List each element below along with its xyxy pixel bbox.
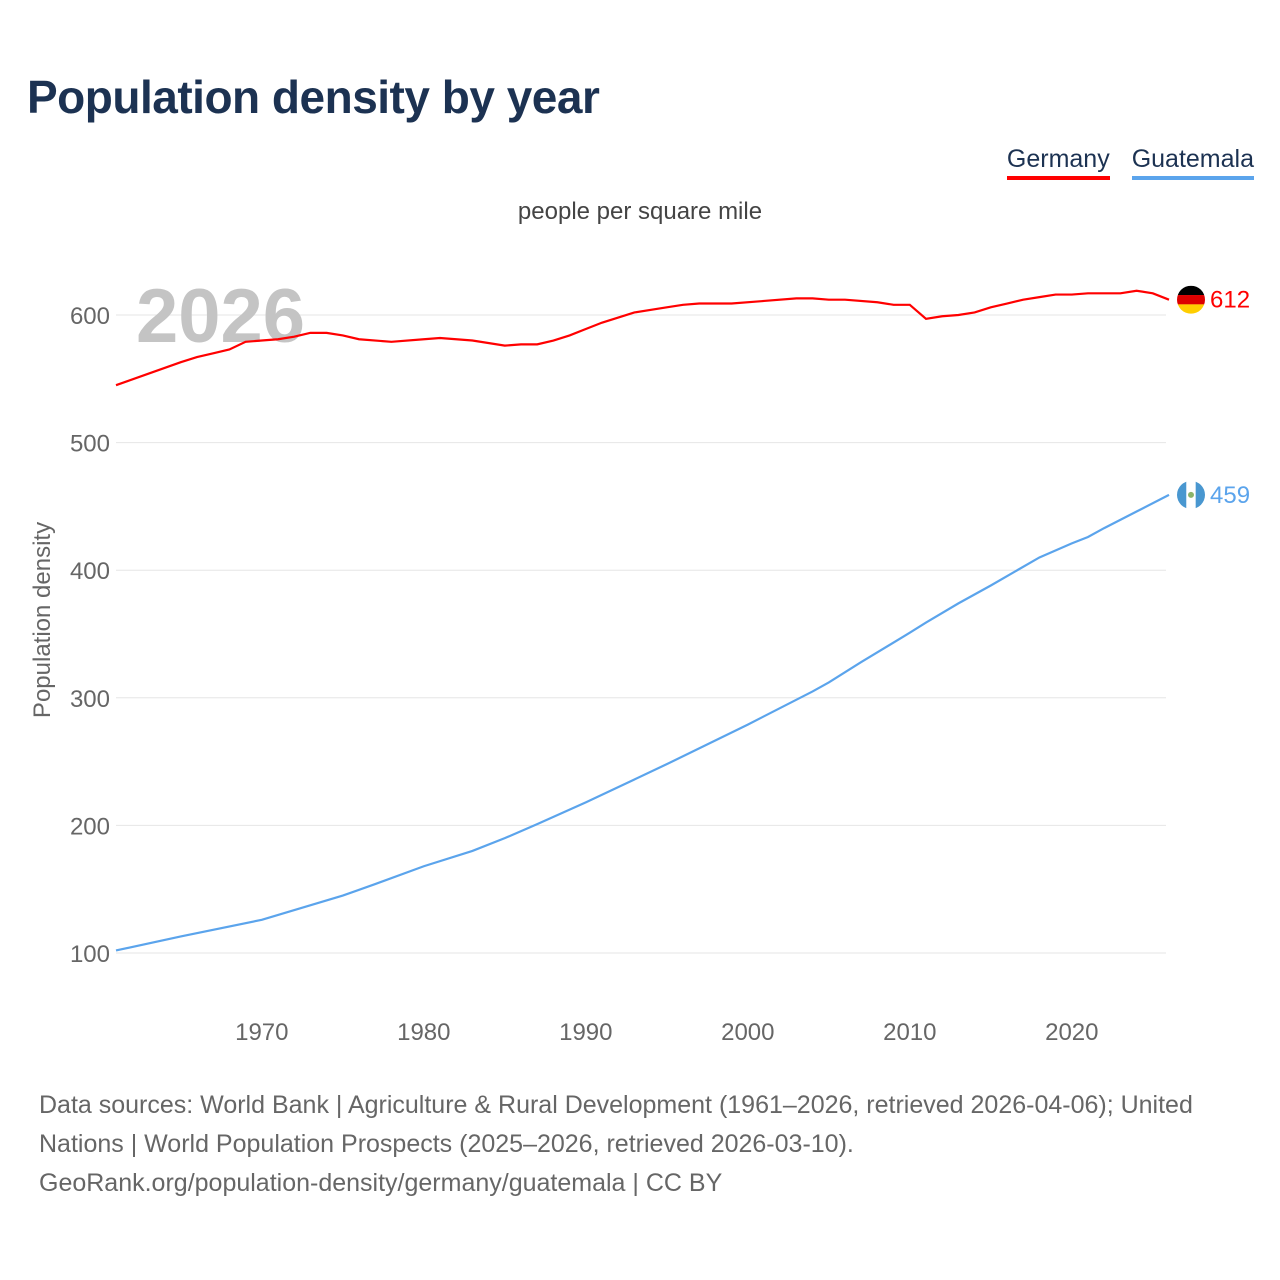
y-tick-label: 600 (70, 303, 110, 330)
end-value-label: 459 (1210, 482, 1250, 509)
x-tick-label: 1980 (397, 1019, 450, 1046)
flag-guatemala-icon (1177, 480, 1205, 509)
flag-stripe (1177, 480, 1187, 509)
legend: Germany Guatemala (1006, 145, 1254, 180)
y-tick-label: 300 (70, 686, 110, 713)
flag-germany-icon (1177, 285, 1205, 314)
line-chart: 100 200 300 400 500 600 1970 1980 1990 2000 2010 20… (29, 274, 1250, 1046)
chart-subtitle: people per square mile (517, 198, 763, 225)
y-tick-label: 500 (70, 431, 110, 458)
series-line-germany (115, 289, 1170, 387)
y-tick-label: 400 (70, 558, 110, 585)
x-tick-label: 2000 (721, 1019, 774, 1046)
chart-title: Population density by year (27, 71, 600, 123)
y-tick-label: 100 (70, 941, 110, 968)
series-line-guatemala (115, 493, 1170, 952)
flag-stripe (1177, 304, 1205, 314)
source-link[interactable]: GeoRank.org/population-density/germany/g… (39, 1169, 723, 1197)
year-watermark: 2026 (136, 274, 305, 359)
y-axis-label: Population density (29, 522, 56, 718)
x-tick-label: 1970 (235, 1019, 288, 1046)
legend-germany[interactable]: Germany (1006, 145, 1110, 180)
y-tick-label: 200 (70, 813, 110, 840)
flag-stripe (1177, 295, 1205, 305)
source-note: Data sources: World Bank | Agriculture &… (39, 1086, 1249, 1203)
flag-stripe (1177, 285, 1205, 296)
x-tick-label: 2010 (883, 1019, 936, 1046)
legend-guatemala[interactable]: Guatemala (1131, 145, 1254, 180)
x-tick-label: 2020 (1045, 1019, 1098, 1046)
flag-stripe (1195, 480, 1205, 509)
end-value-label: 612 (1210, 287, 1250, 314)
flag-emblem (1188, 491, 1194, 498)
source-text: Data sources: World Bank | Agriculture &… (39, 1091, 1193, 1158)
x-tick-label: 1990 (559, 1019, 612, 1046)
